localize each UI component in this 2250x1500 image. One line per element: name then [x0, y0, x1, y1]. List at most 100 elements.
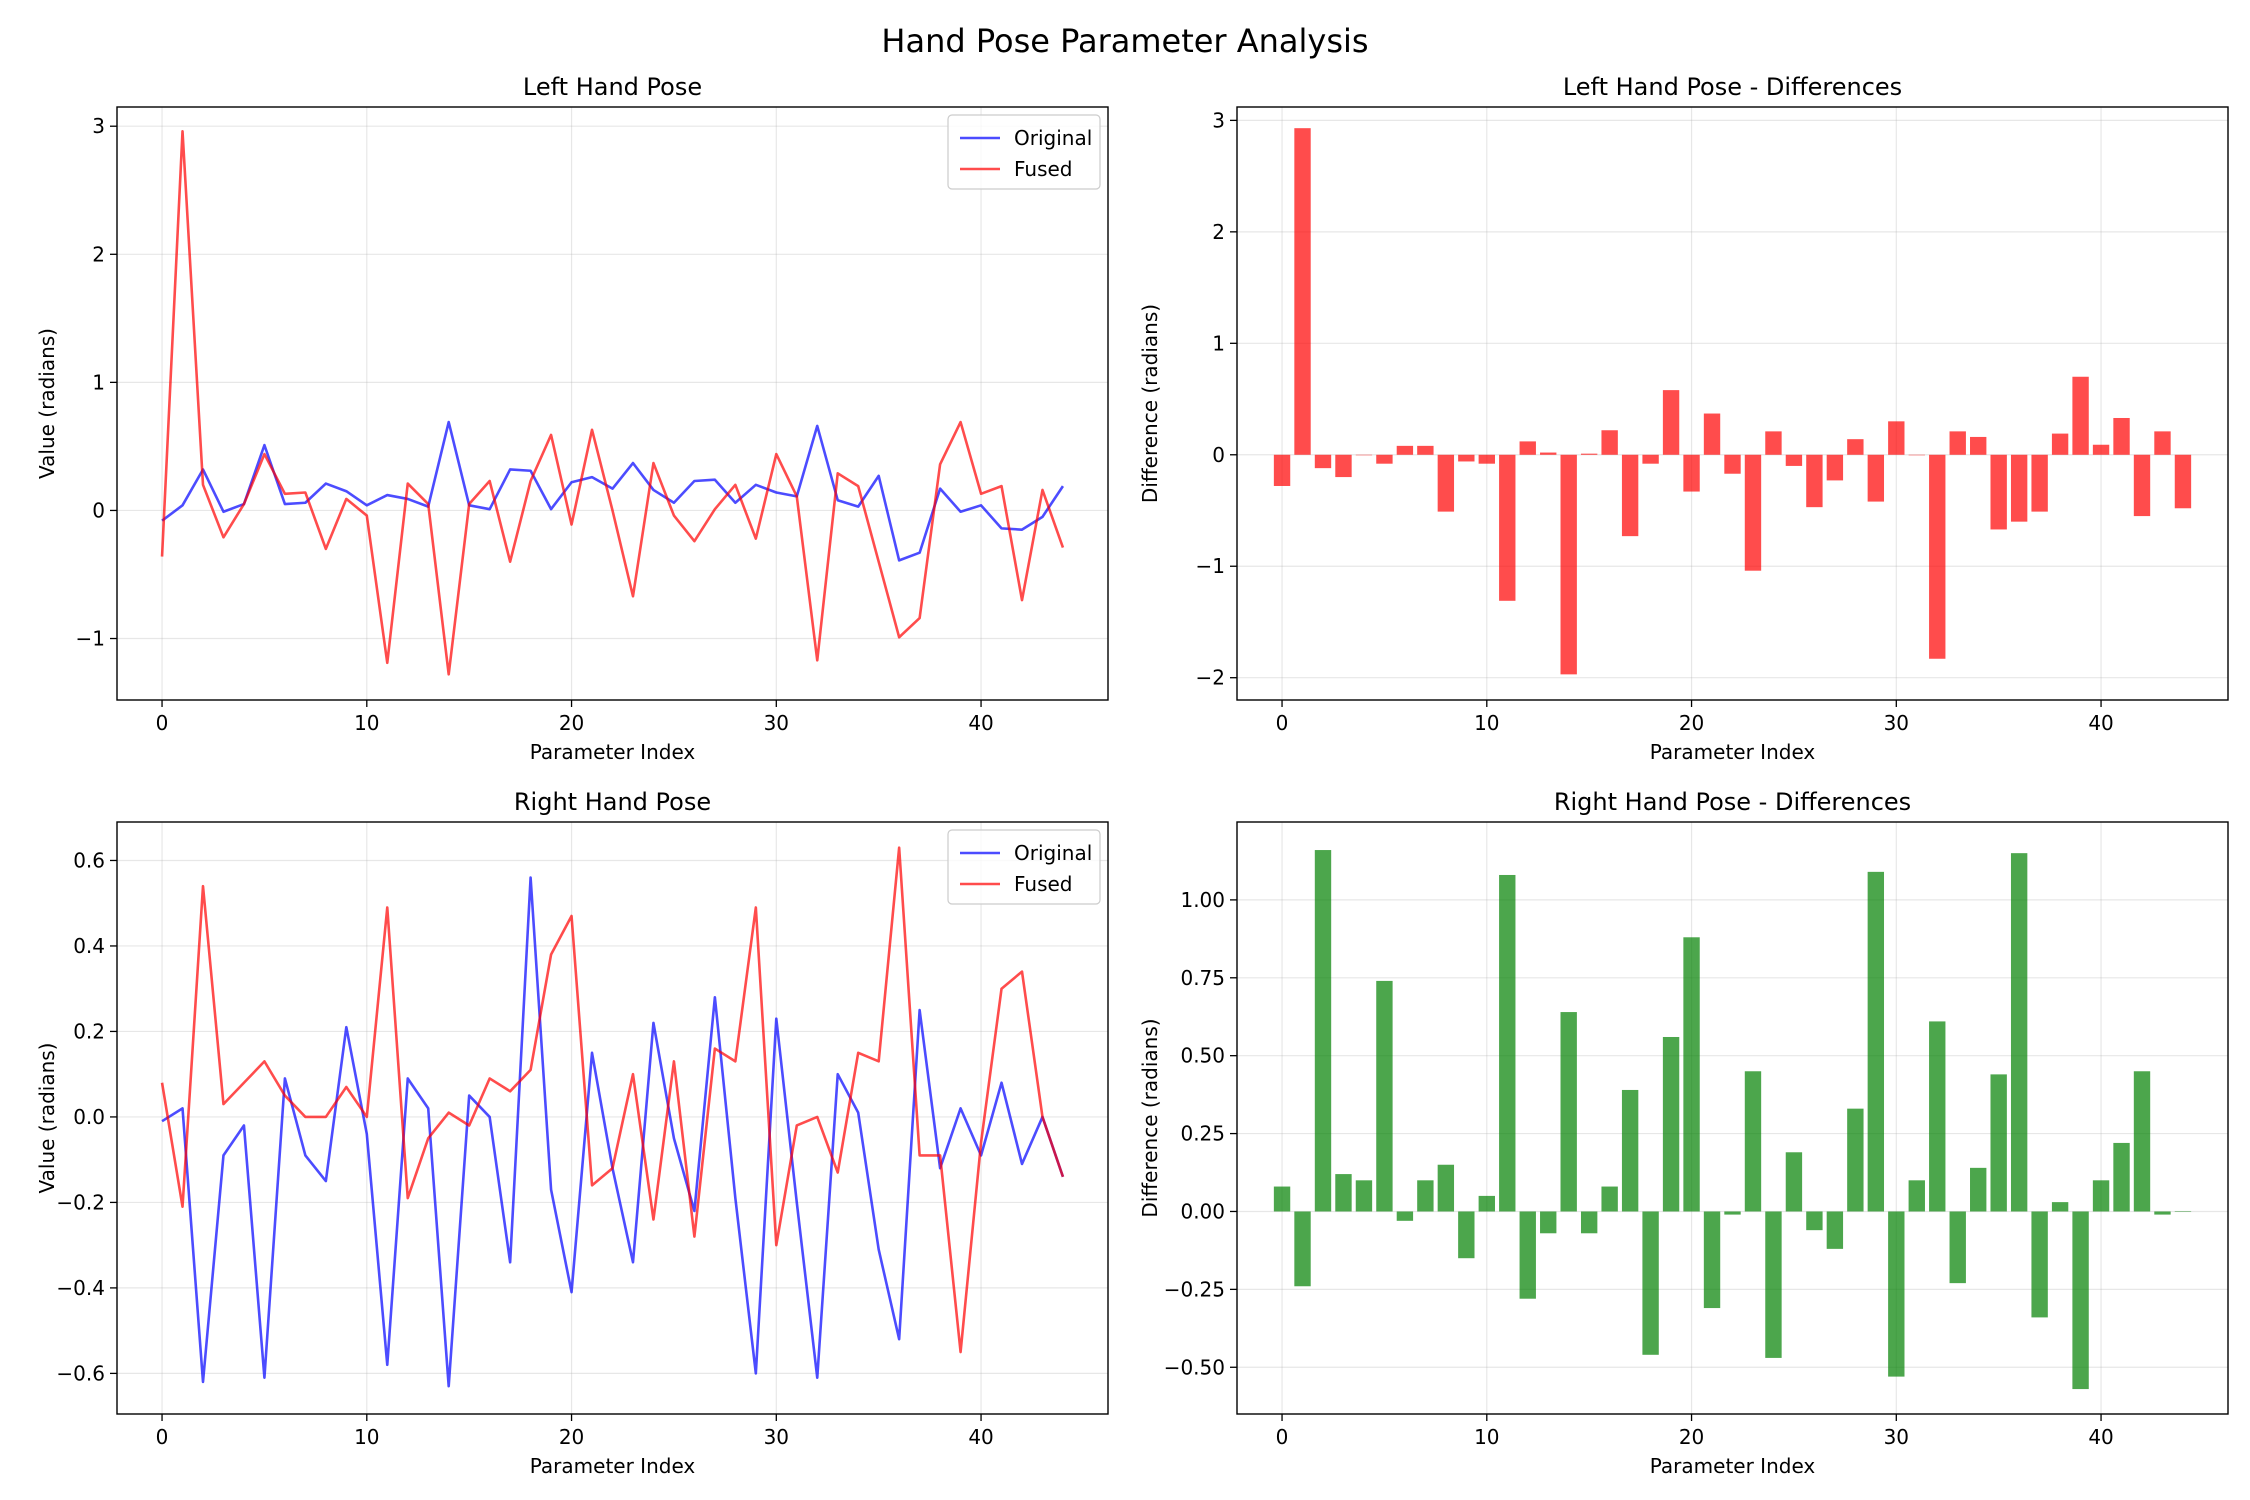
y-tick-label: −1: [1196, 554, 1225, 578]
bar: [1929, 454, 1946, 659]
bar: [1273, 1186, 1291, 1212]
bar: [1908, 454, 1925, 456]
bar: [1335, 454, 1352, 478]
x-tick-label: 40: [2088, 1425, 2113, 1449]
y-axis-label: Value (radians): [35, 328, 59, 479]
bar: [1376, 454, 1393, 464]
y-tick-label: 0.25: [1180, 1122, 1225, 1146]
bar: [1970, 436, 1987, 455]
legend-label-fused: Fused: [1014, 157, 1073, 181]
bar: [1601, 1186, 1618, 1212]
bar: [1540, 1211, 1557, 1234]
bar: [1499, 454, 1516, 601]
bar: [2133, 1071, 2151, 1212]
bar: [2113, 1142, 2130, 1212]
legend-label-original: Original: [1014, 126, 1092, 150]
bar: [1847, 439, 1864, 455]
bar: [1560, 454, 1577, 675]
bar: [1847, 1108, 1864, 1212]
bar: [2174, 454, 2192, 509]
bar: [1314, 454, 1332, 469]
x-tick-label: 30: [764, 711, 789, 735]
y-tick-label: 0.50: [1180, 1044, 1225, 1068]
bar: [1662, 390, 1680, 455]
bar: [2113, 417, 2130, 455]
x-tick-label: 30: [1884, 711, 1909, 735]
bar: [1765, 431, 1782, 455]
axes-frame: [116, 106, 1109, 701]
y-tick-label: −2: [1196, 666, 1225, 690]
y-tick-label: 0: [92, 498, 105, 522]
bar: [1929, 1021, 1946, 1212]
x-tick-label: 10: [1474, 1425, 1499, 1449]
y-axis-label: Difference (radians): [1138, 1018, 1162, 1217]
bar: [1273, 454, 1291, 486]
bar: [1683, 937, 1700, 1212]
x-tick-label: 10: [354, 711, 379, 735]
bar: [1744, 454, 1762, 571]
series-line-original: [161, 420, 1065, 562]
bar: [2154, 431, 2171, 455]
x-tick-label: 40: [968, 1425, 993, 1449]
bar: [1478, 454, 1495, 464]
bar: [1990, 454, 2007, 530]
bar: [1396, 445, 1414, 455]
bar: [1785, 454, 1803, 466]
series-line-fused: [160, 846, 1065, 1354]
bar: [1437, 454, 1455, 512]
bar: [2133, 454, 2151, 517]
bar: [1499, 874, 1516, 1212]
x-tick-label: 20: [559, 1425, 584, 1449]
chart-title: Right Hand Pose - Differences: [1554, 788, 1911, 816]
chart-title: Left Hand Pose: [523, 73, 702, 101]
bar: [1683, 454, 1700, 492]
bar: [2051, 1202, 2069, 1212]
legend-label-fused: Fused: [1014, 872, 1073, 896]
y-tick-label: −0.4: [56, 1276, 105, 1300]
bar: [1580, 1211, 1598, 1234]
axes-frame: [1236, 106, 2229, 701]
bar: [1867, 454, 1885, 502]
chart-left-pose: 0 10 20 30 40 −1 0 1 2 3 Left Hand Pose Parameter I…: [35, 73, 1109, 764]
x-tick-label: 40: [2088, 711, 2113, 735]
bar: [1314, 850, 1332, 1212]
bar: [1580, 453, 1598, 455]
bar: [1519, 1211, 1536, 1299]
bar: [1949, 431, 1966, 455]
chart-left-diff: 0 10 20 30 40 −2 −1 0 1 2 3 Left Hand Pose - Differ…: [1138, 73, 2229, 764]
bar: [1970, 1167, 1987, 1212]
series-line-fused: [160, 130, 1065, 676]
bar: [1724, 1211, 1741, 1215]
y-tick-label: 2: [92, 242, 105, 266]
y-tick-label: 0.6: [73, 848, 105, 872]
bar: [1396, 1211, 1414, 1221]
legend-box: [947, 829, 1101, 905]
y-tick-label: −0.6: [56, 1361, 105, 1385]
figure-title: Hand Pose Parameter Analysis: [881, 22, 1369, 60]
bar: [1703, 413, 1721, 455]
bar: [1519, 441, 1536, 455]
y-tick-label: 0.0: [73, 1105, 105, 1129]
bar: [1294, 1211, 1311, 1287]
bar: [1355, 1180, 1373, 1212]
x-tick-label: 10: [1474, 711, 1499, 735]
legend: Original Fused: [947, 114, 1101, 190]
bar: [2174, 1211, 2192, 1212]
bar: [1662, 1036, 1680, 1212]
y-tick-label: 1: [1212, 331, 1225, 355]
bar: [2072, 1211, 2089, 1390]
bar: [1601, 430, 1618, 455]
bar: [1744, 1071, 1762, 1212]
bar: [1294, 128, 1311, 455]
bar: [1335, 1174, 1352, 1212]
x-tick-label: 40: [968, 711, 993, 735]
chart-title: Left Hand Pose - Differences: [1563, 73, 1902, 101]
bar: [1785, 1152, 1803, 1212]
legend-label-original: Original: [1014, 841, 1092, 865]
series-line-original: [161, 876, 1065, 1388]
bar: [1888, 421, 1905, 455]
bar: [1621, 454, 1639, 537]
y-tick-label: −0.50: [1164, 1355, 1225, 1379]
